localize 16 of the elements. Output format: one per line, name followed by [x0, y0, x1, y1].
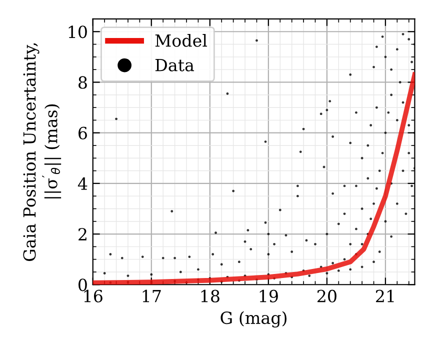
y-tick-label: 10: [68, 26, 87, 38]
y-tick-label: 8: [78, 76, 87, 89]
x-tick-label: 19: [260, 290, 278, 302]
x-tick-label: 16: [84, 290, 102, 302]
x-tick-label: 18: [201, 290, 220, 302]
y-tick-label: 2: [78, 228, 86, 240]
y-tick-label: 0: [78, 278, 87, 292]
y-tick-label: 6: [78, 126, 87, 140]
legend-label: Model: [155, 34, 208, 47]
y-tick-label: 4: [78, 177, 88, 190]
x-axis-title: G (mag): [220, 311, 286, 328]
x-tick-label: 21: [376, 290, 394, 302]
y-axis-title: Gaia Position Uncertainty, ||σ$^{′}$$_{θ}$|| (mas): [23, 43, 62, 261]
legend-label: Data: [155, 58, 194, 72]
x-tick-label: 17: [142, 290, 161, 302]
x-tick-label: 20: [317, 290, 336, 302]
